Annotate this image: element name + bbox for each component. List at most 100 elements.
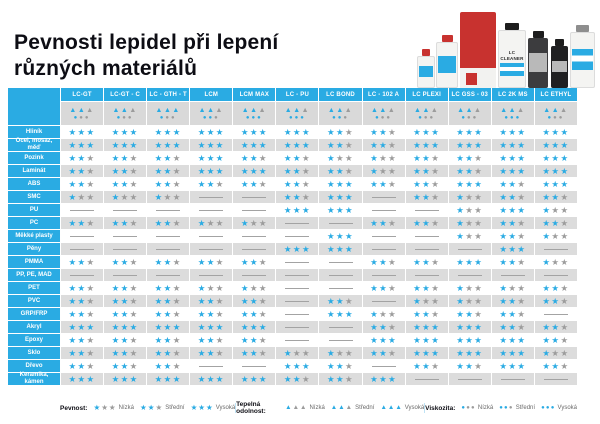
rating-cell: ★★★: [405, 321, 448, 333]
strength-stars: ★★★: [456, 360, 484, 371]
rating-cell: ★★★: [61, 282, 104, 294]
rating-cell: ★★★: [362, 321, 405, 333]
strength-stars: ★★★: [197, 165, 225, 176]
rating-cell: [319, 321, 362, 333]
strength-stars: ★★★: [154, 139, 182, 150]
product-bottle-dark: [528, 31, 548, 88]
no-rating-dash: [242, 365, 267, 367]
rating-cell: ★★★: [147, 165, 190, 177]
viscosity-icons: ●●●: [202, 114, 220, 121]
strength-stars: ★★★: [197, 373, 225, 384]
strength-stars: ★★★: [111, 217, 139, 228]
bottle-cap: [554, 39, 565, 46]
rating-cell: ★★★: [61, 321, 104, 333]
strength-stars: ★★★: [197, 282, 225, 293]
rating-cell: [276, 230, 319, 242]
strength-stars: ★★★: [240, 308, 268, 319]
rating-cell: ★★★: [233, 347, 276, 359]
rating-cell: ★★★: [61, 178, 104, 190]
rating-cell: ★★★: [405, 126, 448, 138]
heat-resistance-icons: ▲▲▲: [112, 106, 138, 114]
product-header-4: LCM: [190, 88, 233, 101]
strength-stars: ★★★: [283, 204, 311, 215]
strength-stars: ★★★: [111, 165, 139, 176]
product-marks-7: ▲▲▲ ●●●: [319, 102, 362, 125]
material-label: GRP/FRP: [8, 308, 60, 320]
heat-resistance-icons: ▲▲▲: [414, 106, 440, 114]
strength-stars: ★★★: [542, 217, 570, 228]
strength-stars: ★★★: [542, 282, 570, 293]
rating-cell: ★★★: [405, 191, 448, 203]
strength-stars: ★★★: [542, 295, 570, 306]
no-rating-dash: [543, 378, 568, 380]
legend-level-text: Střední: [165, 405, 185, 411]
strength-stars: ★★★: [197, 308, 225, 319]
strength-stars: ★★★: [499, 282, 527, 293]
strength-stars: ★★★: [283, 139, 311, 150]
rating-cell: ★★★: [405, 178, 448, 190]
rating-cell: ★★★: [362, 347, 405, 359]
rating-cell: ★★★: [190, 295, 233, 307]
strength-stars: ★★★: [240, 178, 268, 189]
rating-cell: ★★★: [190, 321, 233, 333]
rating-cell: ★★★: [190, 334, 233, 346]
strength-stars: ★★★: [240, 139, 268, 150]
rating-cell: ★★★: [448, 321, 491, 333]
rating-cell: ★★★: [362, 126, 405, 138]
strength-stars: ★★★: [197, 178, 225, 189]
rating-cell: ★★★: [276, 139, 319, 151]
rating-cell: ★★★: [491, 243, 534, 255]
rating-cell: ★★★: [448, 230, 491, 242]
strength-stars: ★★★: [283, 347, 311, 358]
product-marks-5: ▲▲▲ ●●●: [233, 102, 276, 125]
strength-stars: ★★★: [240, 334, 268, 345]
strength-stars: ★★★: [542, 321, 570, 332]
strength-stars: ★★★: [68, 334, 96, 345]
rating-cell: ★★★: [190, 139, 233, 151]
no-rating-dash: [242, 274, 267, 276]
strength-stars: ★★★: [240, 373, 268, 384]
rating-cell: ★★★: [276, 165, 319, 177]
strength-stars: ★★★: [154, 295, 182, 306]
rating-cell: ★★★: [448, 126, 491, 138]
rating-cell: [534, 373, 577, 385]
rating-cell: ★★★: [491, 282, 534, 294]
no-rating-dash: [199, 274, 224, 276]
no-rating-dash: [328, 261, 353, 263]
rating-cell: ★★★: [362, 178, 405, 190]
no-rating-dash: [543, 248, 568, 250]
rating-cell: ★★★: [104, 178, 147, 190]
no-rating-dash: [285, 261, 310, 263]
bottle-cap: [504, 23, 520, 30]
strength-stars: ★★★: [197, 256, 225, 267]
rating-cell: ★★★: [448, 256, 491, 268]
rating-cell: ★★★: [491, 230, 534, 242]
rating-cell: ★★★: [233, 373, 276, 385]
no-rating-dash: [371, 248, 396, 250]
rating-cell: ★★★: [61, 126, 104, 138]
rating-cell: ★★★: [319, 230, 362, 242]
strength-stars: ★★★: [154, 126, 182, 137]
rating-cell: ★★★: [534, 191, 577, 203]
legend-level: ★★★ Střední: [140, 404, 185, 412]
strength-stars: ★★★: [456, 191, 484, 202]
strength-stars: ★★★: [283, 373, 311, 384]
legend-heat-icons: ▲▲▲: [285, 403, 308, 411]
product-bottle-black: [551, 39, 568, 88]
strength-stars: ★★★: [413, 347, 441, 358]
strength-stars: ★★★: [326, 126, 355, 137]
strength-stars: ★★★: [154, 152, 182, 163]
strength-stars: ★★★: [542, 230, 570, 241]
no-rating-dash: [500, 274, 525, 276]
strength-stars: ★★★: [413, 308, 441, 319]
strength-stars: ★★★: [326, 243, 355, 254]
material-label: PP, PE, MAD: [8, 269, 60, 281]
strength-stars: ★★★: [68, 373, 96, 384]
material-label: Laminát: [8, 165, 60, 177]
rating-cell: [448, 373, 491, 385]
rating-cell: ★★★: [61, 295, 104, 307]
strength-stars: ★★★: [370, 334, 398, 345]
rating-cell: [362, 243, 405, 255]
rating-cell: [61, 269, 104, 281]
